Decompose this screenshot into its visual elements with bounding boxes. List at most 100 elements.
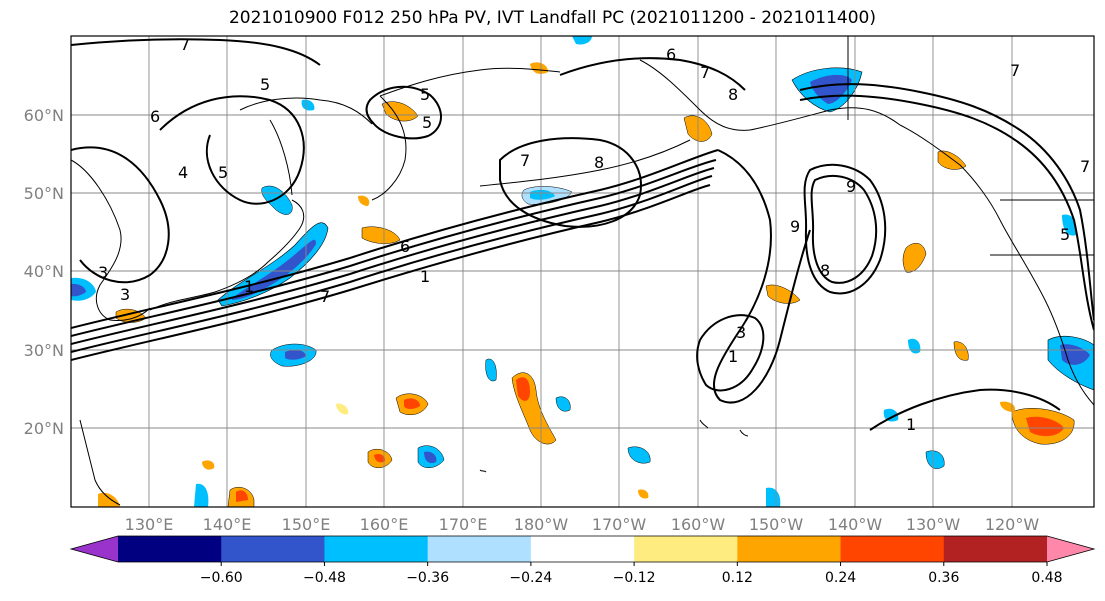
pv-contour-jet-1 xyxy=(71,184,711,361)
lon-label: 150°E xyxy=(282,515,331,534)
contour-label: 6 xyxy=(400,237,410,256)
colorbar-tick-label: −0.60 xyxy=(200,570,243,586)
contour-label: 5 xyxy=(260,75,270,94)
coastlines xyxy=(71,36,1094,506)
contour-label: 1 xyxy=(420,267,430,286)
lon-label: 170°W xyxy=(592,515,647,534)
contour-labels: 7 5 6 4 5 3 5 7 6 1 7 8 1 3 9 9 8 7 1 1 … xyxy=(98,35,1090,434)
contour-label: 6 xyxy=(666,45,676,64)
pv-contours xyxy=(71,38,1094,431)
lon-label: 140°W xyxy=(828,515,883,534)
lon-label: 120°W xyxy=(985,515,1040,534)
longitude-labels: 130°E 140°E 150°E 160°E 170°E 180°W 170°… xyxy=(125,515,1040,534)
lon-label: 170°E xyxy=(439,515,488,534)
contour-label: 3 xyxy=(98,263,108,282)
lat-label: 30°N xyxy=(24,341,64,360)
coastline-aleutians xyxy=(479,139,691,187)
lon-label: 150°W xyxy=(749,515,804,534)
contour-label: 8 xyxy=(594,153,604,172)
lon-label: 130°E xyxy=(125,515,174,534)
pv-contour-kamchatka-low xyxy=(365,85,442,140)
colorbar-tick-label: 0.48 xyxy=(1031,570,1062,586)
colorbar-segment xyxy=(530,536,635,562)
coastline-bc xyxy=(899,124,1001,221)
contour-label: 7 xyxy=(700,63,710,82)
pv-contour-north-pacific-upper xyxy=(559,57,746,91)
coastline-alaska-west xyxy=(639,59,751,131)
pv-contour-west-lows xyxy=(71,146,170,284)
contour-label: 7 xyxy=(1080,157,1090,176)
contour-label: 1 xyxy=(906,415,916,434)
pv-contour-west-lows-2 xyxy=(159,95,305,205)
coastline-mexico xyxy=(1067,359,1094,406)
colorbar-segment xyxy=(221,536,325,562)
contour-label: 8 xyxy=(728,85,738,104)
contour-label: 7 xyxy=(180,35,190,54)
coastline-kamchatka xyxy=(371,95,407,201)
pv-contour-jet-2 xyxy=(71,175,713,353)
contour-label: 5 xyxy=(1060,225,1070,244)
colorbar-tick-label: −0.24 xyxy=(509,570,552,586)
pv-contour-ridge-east-2 xyxy=(799,94,1094,331)
pv-contour-north-pacific-low xyxy=(499,137,642,228)
colorbar-segments xyxy=(69,535,1096,563)
lon-label: 180°W xyxy=(514,515,569,534)
colorbar-extend-high xyxy=(1047,536,1094,562)
colorbar-segment xyxy=(737,536,842,562)
colorbar-segment xyxy=(324,536,429,562)
coastline-west-us xyxy=(999,219,1069,361)
contour-label: 9 xyxy=(790,217,800,236)
lat-label: 60°N xyxy=(24,106,64,125)
contour-label: 1 xyxy=(244,277,254,296)
pv-contour-cutoff xyxy=(803,163,887,295)
pv-contour-subtropical xyxy=(869,388,1061,431)
pv-contour-ridge-east xyxy=(799,83,1094,321)
pv-contour-north xyxy=(71,38,321,66)
contour-label: 1 xyxy=(728,347,738,366)
coastline-canada-border xyxy=(847,36,1094,256)
contour-label: 5 xyxy=(420,85,430,104)
colorbar: −0.60 −0.48 −0.36 −0.24 −0.12 0.12 0.24 0.36 0.4… xyxy=(69,535,1096,586)
grid-lines xyxy=(71,36,1094,507)
coastline-okhotsk xyxy=(239,97,373,125)
contour-label: 7 xyxy=(1010,61,1020,80)
colorbar-segment xyxy=(840,536,945,562)
coastline-japan xyxy=(149,199,305,311)
contour-label: 9 xyxy=(846,177,856,196)
pv-contour-jet-3 xyxy=(71,167,715,345)
coastline-philippines xyxy=(79,419,121,506)
lon-label: 140°E xyxy=(203,515,252,534)
contour-label: 7 xyxy=(320,287,330,306)
colorbar-tick-label: 0.36 xyxy=(928,570,959,586)
colorbar-segment xyxy=(118,536,222,562)
contour-label: 3 xyxy=(736,323,746,342)
map-area: 7 5 6 4 5 3 5 7 6 1 7 8 1 3 9 9 8 7 1 1 … xyxy=(71,35,1094,507)
coastline-pacific-islands xyxy=(479,419,749,473)
latitude-labels: 60°N 50°N 40°N 30°N 20°N xyxy=(24,106,64,438)
contour-label: 7 xyxy=(520,151,530,170)
pv-contour-jet-4 xyxy=(71,159,717,337)
contour-label: 5 xyxy=(218,163,228,182)
map-title: 2021010900 F012 250 hPa PV, IVT Landfall… xyxy=(228,8,876,28)
colorbar-extend-low xyxy=(71,536,118,562)
colorbar-segment xyxy=(634,536,738,562)
colorbar-outline xyxy=(69,535,1096,563)
lat-label: 50°N xyxy=(24,184,64,203)
colorbar-tick-label: −0.48 xyxy=(303,570,346,586)
colorbar-tick-label: −0.12 xyxy=(613,570,656,586)
lon-label: 130°W xyxy=(906,515,961,534)
lon-label: 160°E xyxy=(360,515,409,534)
colorbar-ticks: −0.60 −0.48 −0.36 −0.24 −0.12 0.12 0.24 0.36 0.4… xyxy=(200,562,1063,586)
lat-label: 40°N xyxy=(24,262,64,281)
coastline-alaska-south xyxy=(749,107,901,131)
pv-contour-jet-5 xyxy=(71,149,719,329)
lat-label: 20°N xyxy=(24,419,64,438)
contour-label: 5 xyxy=(422,113,432,132)
colorbar-tick-label: −0.36 xyxy=(406,570,449,586)
pv-contour-trough-central xyxy=(712,149,811,404)
colorbar-tick-label: 0.24 xyxy=(825,570,856,586)
pv-contour-low-30n xyxy=(696,314,765,392)
colorbar-segment xyxy=(427,536,532,562)
map-frame xyxy=(70,35,1095,508)
